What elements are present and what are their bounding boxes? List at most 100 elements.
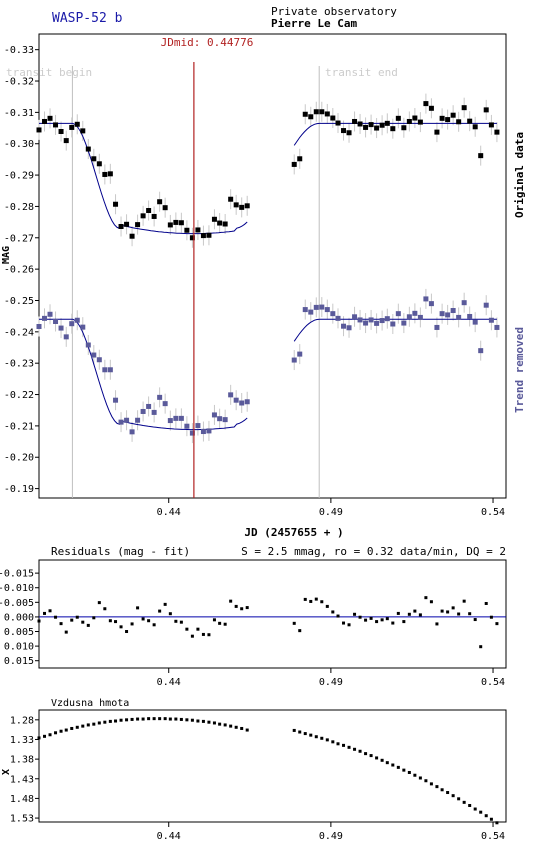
y-tick-label: -0.33 — [4, 45, 34, 56]
original-data-point — [217, 220, 223, 226]
original-data-point — [178, 220, 184, 226]
trend-removed-point — [239, 400, 245, 406]
airmass-point — [103, 720, 107, 724]
airmass-point — [402, 768, 406, 772]
trend-removed-point — [80, 324, 86, 330]
trend-removed-point — [184, 423, 190, 429]
residual-point — [75, 615, 79, 619]
airmass-point — [179, 717, 183, 721]
original-data-point — [146, 208, 152, 214]
trend-removed-point — [368, 317, 374, 323]
original-data-point — [58, 129, 64, 135]
residual-y-tick-label: -0.015 — [0, 569, 34, 580]
trend-removed-point — [36, 324, 42, 330]
original-data-point — [363, 124, 369, 130]
original-data-point — [308, 114, 314, 120]
airmass-point — [130, 717, 134, 721]
airmass-point — [43, 734, 47, 738]
airmass-point — [440, 788, 444, 792]
trend-removed-point — [461, 300, 467, 306]
trend-removed-point — [157, 394, 163, 400]
main-plot-frame — [38, 33, 507, 499]
residual-y-tick-label: -0.005 — [0, 598, 34, 609]
airmass-point — [190, 718, 194, 722]
airmass-point — [196, 719, 200, 723]
residual-point — [103, 607, 107, 611]
residual-point — [369, 616, 373, 620]
original-data-point — [330, 115, 336, 121]
trend-removed-point — [96, 357, 102, 363]
trend-removed-point — [69, 321, 75, 327]
trend-removed-point — [390, 321, 396, 327]
x-tick-label: 0.44 — [157, 507, 181, 518]
trend-removed-point — [189, 430, 195, 436]
original-data-point — [412, 115, 418, 121]
original-data-point — [384, 120, 390, 126]
residual-y-tick-label: 0.010 — [4, 642, 34, 653]
residual-point — [86, 623, 90, 627]
y-tick-label: -0.19 — [4, 484, 34, 495]
x-axis-label: JD (2457655 + ) — [244, 526, 343, 539]
trend-removed-point — [58, 325, 64, 331]
residuals-plot-frame — [38, 559, 507, 669]
trend-removed-point — [211, 412, 217, 418]
residual-point — [402, 620, 406, 624]
residual-point — [37, 619, 41, 623]
airmass-point — [489, 817, 493, 821]
residual-point — [325, 604, 329, 608]
residual-point — [229, 599, 233, 603]
airmass-point — [292, 728, 296, 732]
residual-point — [495, 622, 499, 626]
original-data-point — [80, 128, 86, 134]
residual-point — [309, 599, 313, 603]
residual-point — [125, 630, 129, 634]
original-data-point — [140, 213, 146, 219]
airmass-point — [495, 821, 499, 825]
trend-removed-point — [217, 416, 223, 422]
residual-point — [152, 623, 156, 627]
airmass-point — [108, 719, 112, 723]
trend-removed-point — [341, 323, 347, 329]
trend-removed-point — [244, 399, 250, 405]
original-data-point — [297, 156, 303, 162]
airmass-point — [380, 758, 384, 762]
airmass-point — [353, 747, 357, 751]
residuals-plot: 0.44 0.49 0.54 -0.015 -0.010 -0.005 0.000 0.005… — [0, 569, 506, 688]
residual-point — [70, 618, 74, 622]
original-data-point — [173, 219, 179, 225]
original-data-point — [467, 118, 473, 124]
trend-removed-point — [417, 314, 423, 320]
airmass-point — [114, 719, 118, 723]
y-tick-label: -0.28 — [4, 202, 34, 213]
residual-point — [407, 612, 411, 616]
airmass-point — [59, 729, 63, 733]
y-axis-label: MAG — [1, 246, 12, 264]
trend-removed-point — [308, 309, 314, 315]
y-tick-label: -0.20 — [4, 453, 34, 464]
series-label-trend-removed: Trend removed — [513, 327, 526, 413]
trend-removed-point — [352, 314, 358, 320]
x-tick-label: 0.49 — [319, 677, 343, 688]
residual-point — [43, 611, 47, 615]
airmass-point — [240, 726, 244, 730]
residual-point — [396, 611, 400, 615]
airmass-point — [473, 807, 477, 811]
residual-point — [320, 600, 324, 604]
airmass-y-tick-label: 1.33 — [10, 735, 34, 746]
airmass-point — [385, 761, 389, 765]
airmass-point — [54, 731, 58, 735]
original-data-point — [47, 115, 53, 121]
airmass-point — [396, 765, 400, 769]
original-data-point — [395, 115, 401, 121]
airmass-point — [141, 717, 145, 721]
original-data-point — [36, 127, 42, 133]
airmass-point — [245, 728, 249, 732]
airmass-point — [75, 725, 79, 729]
trend-removed-point — [450, 308, 456, 314]
residual-point — [163, 602, 167, 606]
residual-point — [168, 612, 172, 616]
y-tick-label: -0.25 — [4, 296, 34, 307]
original-data-point — [129, 233, 135, 239]
trend-removed-point — [335, 315, 341, 321]
